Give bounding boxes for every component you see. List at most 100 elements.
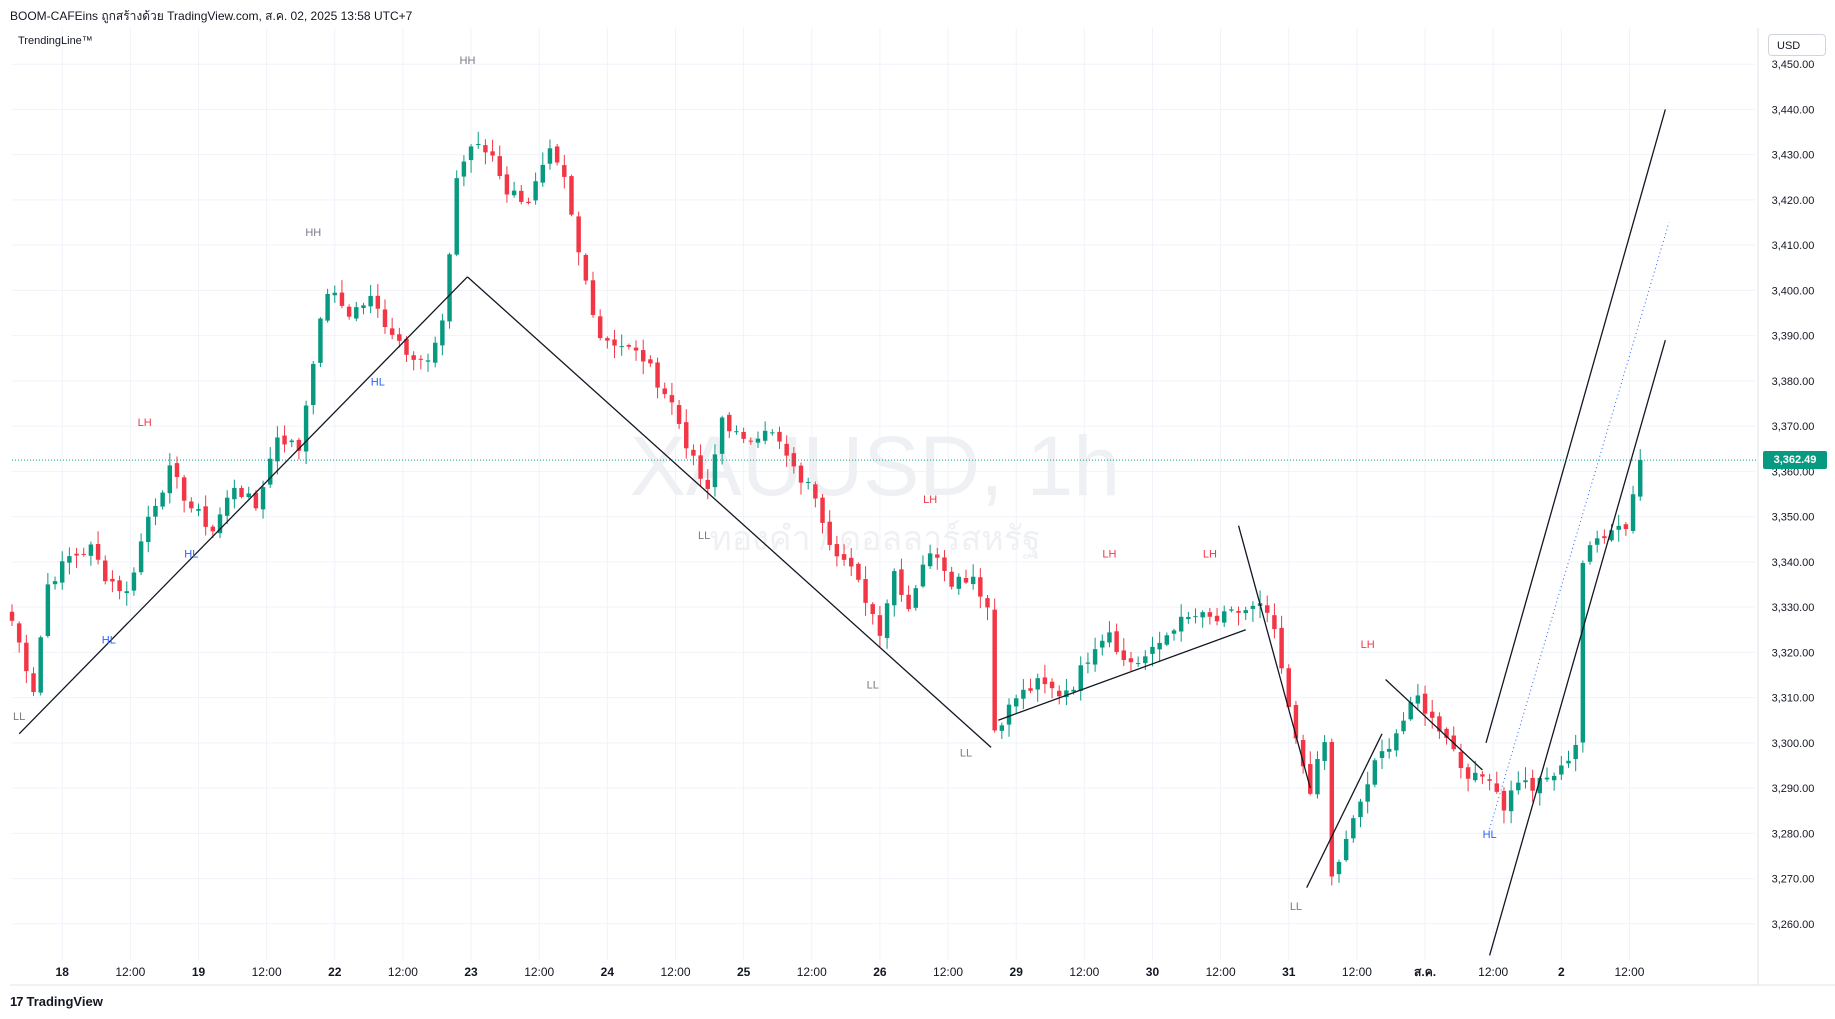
candle [59,551,65,590]
candle-body [640,350,646,362]
candle-body [1501,790,1507,811]
candle-body [1078,665,1083,691]
candle [1300,734,1306,774]
candle-body [970,576,976,585]
candle [74,547,79,569]
candle-body [1229,609,1234,611]
candle-body [1293,705,1299,739]
price-tick-label: 3,270.00 [1772,874,1815,886]
candle [1250,601,1256,622]
candle-body [303,405,309,452]
candle-body [892,571,897,606]
candle-body [533,181,538,201]
candle [1386,738,1392,759]
candle-body [605,338,610,341]
price-tick-label: 3,310.00 [1772,693,1815,705]
candle [633,340,639,361]
candle-body [146,516,151,543]
candle [583,253,589,285]
time-tick-label: 23 [464,965,478,979]
candle [368,284,373,314]
candle-body [67,556,72,563]
candle-body [497,156,502,176]
time-tick-label: 31 [1282,965,1296,979]
trend-line[interactable] [1485,109,1666,744]
pivot-label: LL [13,711,25,723]
candle [1343,830,1349,862]
price-tick-label: 3,370.00 [1772,421,1815,433]
candle [196,503,201,517]
price-tick-label: 3,280.00 [1772,828,1815,840]
pivot-label: LL [960,747,972,759]
candle-body [476,144,481,146]
candle [418,355,424,370]
candle [1372,758,1378,788]
candle [1178,604,1184,642]
tradingview-logo[interactable]: 17 TradingView [10,994,103,1009]
candle [397,327,402,348]
candle [1358,798,1363,828]
candle [1580,560,1586,753]
time-axis[interactable]: 18 12:00 19 12:00 22 12:00 23 12:00 24 12:00 25 12:… [10,965,1835,986]
time-tick-label: 12:00 [1614,965,1644,979]
candle [662,382,667,399]
candle [160,490,165,510]
candle-body [1236,610,1241,613]
candle [454,170,459,257]
candle [239,485,244,499]
candle [777,426,782,449]
candle-body [1422,693,1428,714]
candle [1401,712,1406,735]
candle [848,547,854,577]
candle-body [311,363,316,406]
candle [970,564,976,590]
candle [1035,673,1040,702]
candle-body [777,431,782,442]
candle-body [45,584,51,637]
trend-line[interactable] [467,276,992,748]
candle [1135,656,1141,667]
trend-line[interactable] [1385,679,1483,771]
candle-body [719,417,725,454]
time-tick-label: 24 [601,965,615,979]
candle-body [246,493,251,498]
candle [117,575,122,600]
candle-body [1279,627,1284,669]
trend-line[interactable] [1237,525,1311,789]
pivot-label: LH [1203,548,1217,560]
currency-button[interactable]: USD [1768,34,1826,56]
trend-line[interactable] [18,276,468,735]
candle [1092,637,1098,672]
candle-body [1064,690,1069,698]
candle [827,510,832,551]
price-axis[interactable]: 3,450.00 3,440.00 3,430.00 3,420.00 3,410.00… [1757,28,1815,985]
trend-line[interactable] [1306,733,1383,888]
time-tick-label: 2 [1558,965,1565,979]
candle [554,144,560,166]
candle [1394,729,1399,757]
candle [167,453,173,504]
candle-body [906,594,911,610]
candle-body [827,521,832,545]
candle-body [1035,678,1040,690]
candle [354,301,359,322]
candle [468,144,474,173]
pivot-label: HL [371,376,385,388]
candle [138,533,144,576]
indicator-label[interactable]: TrendingLine™ [18,35,93,47]
channel-midline[interactable] [1489,222,1670,829]
candle-body [1365,784,1370,802]
candle-body [1523,780,1528,783]
trend-line[interactable] [998,629,1246,721]
candle [339,280,345,309]
candle-body [217,514,223,534]
candle [224,490,230,524]
candle [447,252,452,329]
candle [1473,760,1478,783]
price-tick-label: 3,300.00 [1772,738,1815,750]
time-tick-label: 12:00 [1206,965,1236,979]
candle-body [1386,748,1392,752]
candle-body [138,541,144,573]
trend-line[interactable] [1488,339,1666,956]
